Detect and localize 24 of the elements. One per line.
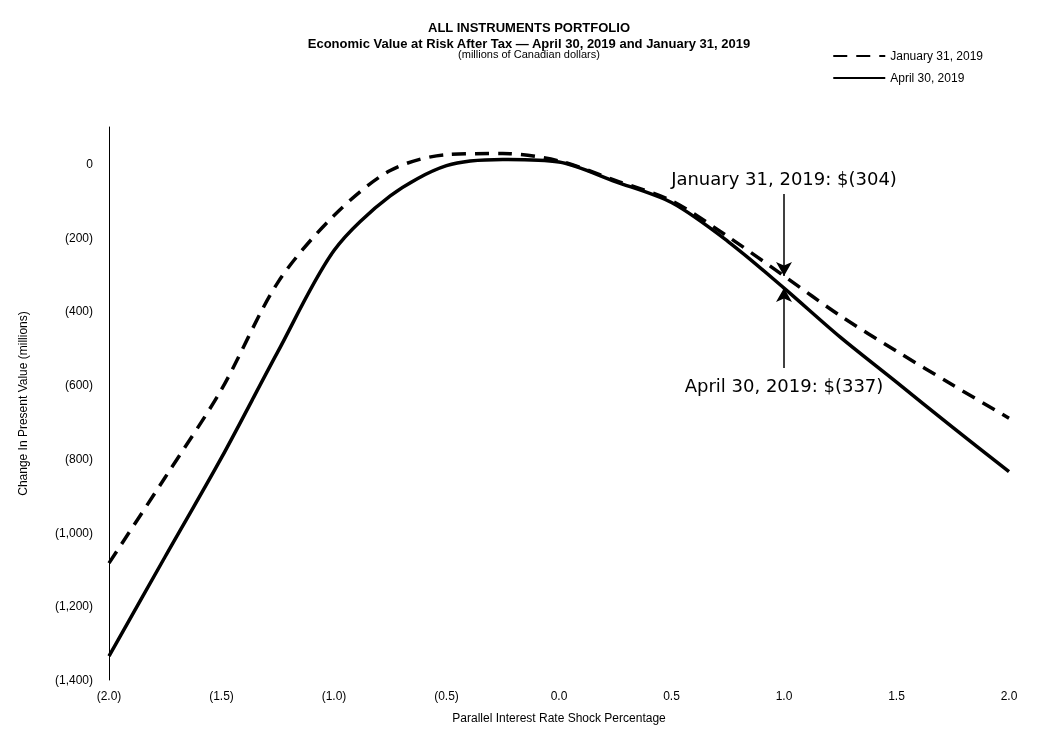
y-axis-title: Change In Present Value (millions) (16, 311, 30, 496)
x-tick-label: (2.0) (96, 689, 122, 703)
x-tick-label: (0.5) (434, 689, 459, 703)
x-tick-label: (1.0) (321, 689, 347, 703)
x-axis-title: Parallel Interest Rate Shock Percentage (452, 711, 667, 725)
x-tick-label: 2.0 (1000, 689, 1018, 703)
legend-label: January 31, 2019 (890, 49, 984, 63)
y-tick-label: (800) (64, 451, 93, 466)
x-tick-label: 1.5 (888, 689, 906, 703)
y-tick-label: (600) (64, 378, 93, 393)
chart-title: ALL INSTRUMENTS PORTFOLIO (428, 20, 630, 35)
annotation: April 30, 2019: $(337) (684, 374, 884, 396)
x-tick-label: 0.5 (663, 689, 681, 703)
y-tick-label: (1,400) (54, 673, 93, 687)
annotation: January 31, 2019: $(304) (670, 168, 897, 190)
y-tick-label: (1,200) (54, 599, 93, 614)
y-tick-label: (1,000) (54, 525, 93, 540)
x-tick-label: (1.5) (209, 689, 234, 703)
y-tick-label: (400) (64, 304, 93, 319)
x-tick-label: 1.0 (775, 689, 793, 703)
y-tick-label: 0 (86, 156, 94, 171)
y-tick-label: (200) (64, 230, 93, 245)
x-tick-label: 0.0 (550, 689, 568, 703)
legend-label: April 30, 2019 (890, 71, 965, 85)
